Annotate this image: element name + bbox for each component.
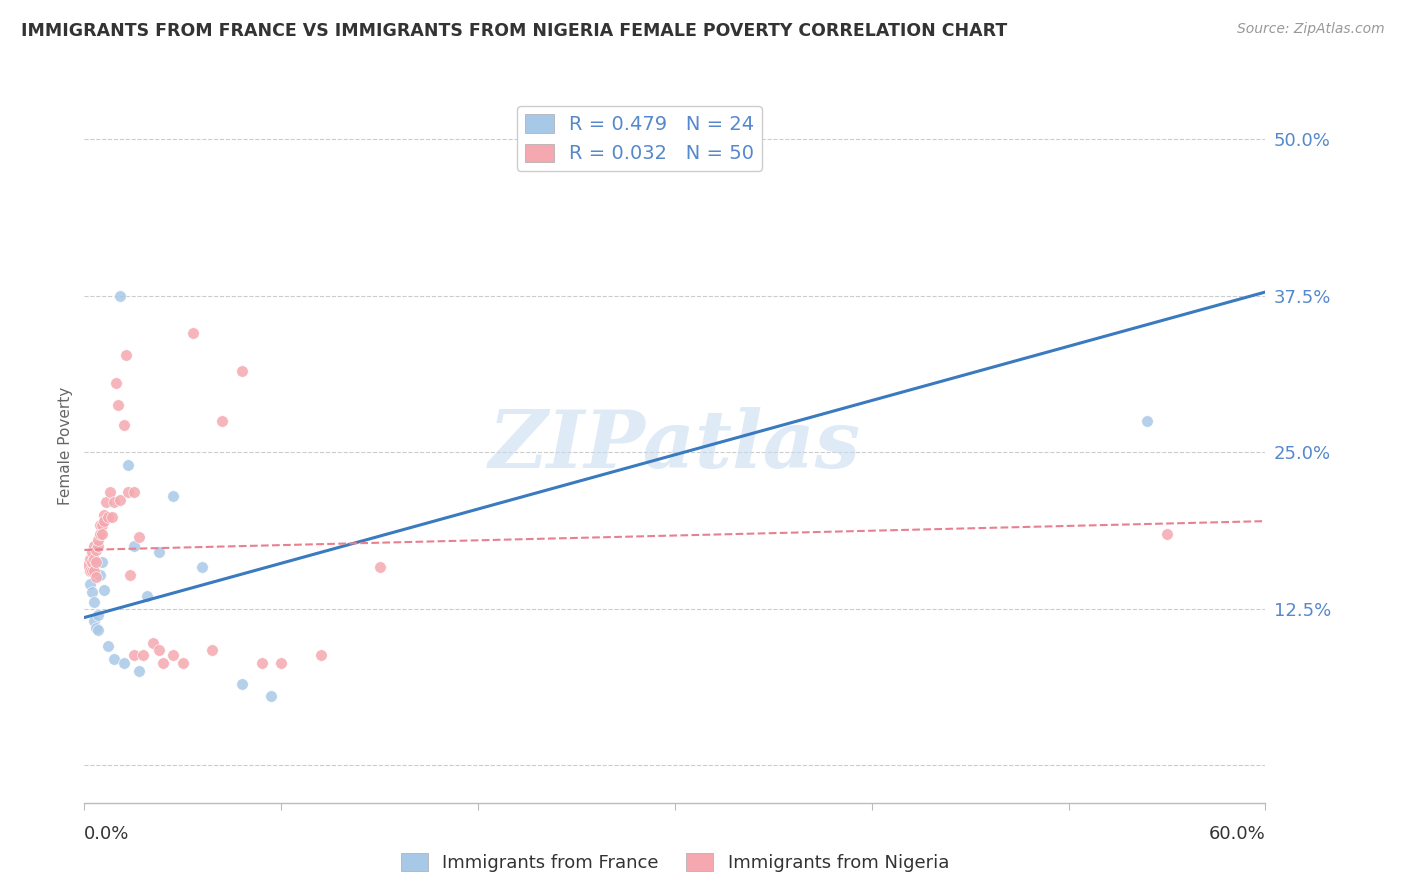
- Point: [87, 623, 110, 637]
- Point: [91, 526, 114, 541]
- Point: [101, 510, 124, 524]
- Point: [93, 508, 115, 522]
- Point: [94, 495, 117, 509]
- Point: [93, 514, 115, 528]
- Point: [309, 648, 332, 662]
- Point: [84, 542, 107, 557]
- Point: [117, 485, 139, 500]
- Point: [77, 558, 100, 572]
- Point: [172, 656, 194, 670]
- Point: [181, 326, 204, 341]
- Point: [1136, 414, 1159, 428]
- Point: [211, 414, 233, 428]
- Point: [136, 589, 159, 603]
- Text: IMMIGRANTS FROM FRANCE VS IMMIGRANTS FROM NIGERIA FEMALE POVERTY CORRELATION CHA: IMMIGRANTS FROM FRANCE VS IMMIGRANTS FRO…: [21, 22, 1007, 40]
- Point: [83, 539, 105, 553]
- Point: [148, 545, 170, 559]
- Point: [82, 545, 104, 559]
- Point: [79, 564, 101, 578]
- Point: [91, 517, 114, 532]
- Legend: R = 0.479   N = 24, R = 0.032   N = 50: R = 0.479 N = 24, R = 0.032 N = 50: [517, 106, 762, 171]
- Point: [231, 364, 253, 378]
- Point: [260, 690, 283, 704]
- Point: [107, 398, 129, 412]
- Point: [103, 652, 125, 666]
- Point: [83, 564, 105, 578]
- Point: [79, 551, 101, 566]
- Point: [97, 640, 120, 654]
- Point: [117, 458, 139, 472]
- Point: [83, 614, 105, 628]
- Point: [84, 621, 107, 635]
- Point: [162, 489, 184, 503]
- Point: [93, 582, 115, 597]
- Text: Source: ZipAtlas.com: Source: ZipAtlas.com: [1237, 22, 1385, 37]
- Point: [128, 530, 150, 544]
- Point: [108, 289, 131, 303]
- Point: [82, 585, 104, 599]
- Text: 60.0%: 60.0%: [1209, 825, 1265, 843]
- Point: [89, 517, 111, 532]
- Point: [82, 564, 104, 578]
- Point: [231, 677, 253, 691]
- Point: [87, 539, 110, 553]
- Point: [191, 560, 214, 574]
- Text: ZIPatlas: ZIPatlas: [489, 408, 860, 484]
- Point: [82, 556, 104, 570]
- Point: [89, 526, 111, 541]
- Point: [114, 348, 136, 362]
- Point: [122, 485, 145, 500]
- Point: [104, 376, 127, 391]
- Point: [132, 648, 155, 662]
- Point: [103, 495, 125, 509]
- Point: [87, 533, 110, 547]
- Point: [122, 648, 145, 662]
- Point: [270, 656, 292, 670]
- Point: [97, 510, 120, 524]
- Point: [83, 551, 105, 566]
- Point: [79, 576, 101, 591]
- Point: [122, 539, 145, 553]
- Point: [152, 656, 174, 670]
- Point: [89, 568, 111, 582]
- Point: [201, 643, 224, 657]
- Point: [1156, 526, 1178, 541]
- Y-axis label: Female Poverty: Female Poverty: [58, 387, 73, 505]
- Point: [98, 485, 121, 500]
- Point: [108, 492, 131, 507]
- Point: [91, 556, 114, 570]
- Point: [250, 656, 273, 670]
- Point: [83, 595, 105, 609]
- Point: [84, 556, 107, 570]
- Point: [118, 568, 141, 582]
- Point: [162, 648, 184, 662]
- Point: [87, 607, 110, 622]
- Point: [128, 665, 150, 679]
- Point: [112, 417, 135, 432]
- Point: [142, 635, 165, 649]
- Text: 0.0%: 0.0%: [84, 825, 129, 843]
- Point: [368, 560, 391, 574]
- Point: [112, 656, 135, 670]
- Point: [84, 570, 107, 584]
- Point: [148, 643, 170, 657]
